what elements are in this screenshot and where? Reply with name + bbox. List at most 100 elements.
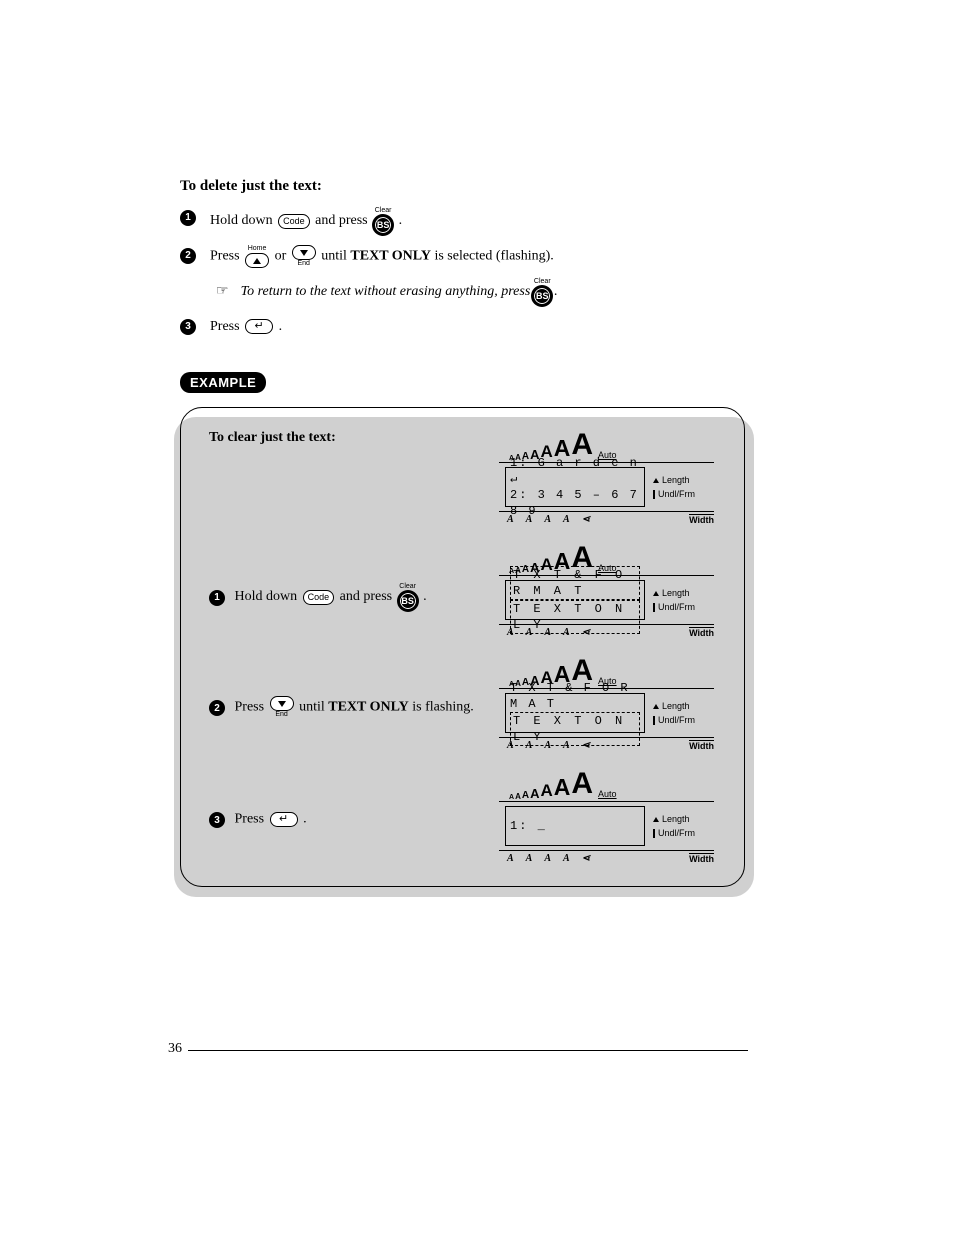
lcd-side-labels: LengthUndl/Frm <box>653 689 695 737</box>
text-bold: TEXT ONLY <box>350 249 431 264</box>
example-step-3: 3 Press ↵ . <box>209 769 489 828</box>
example-title: To clear just the text: <box>209 430 489 446</box>
key-bs-clear-e: Clear BS <box>396 583 420 611</box>
lcd-1: AAAAAAAAuto1: G a r d e n ↵2: 3 4 5 – 6 … <box>489 430 724 525</box>
key-enter: ↵ <box>245 319 273 334</box>
width-label: Width <box>689 627 714 638</box>
key-code: Code <box>278 214 310 229</box>
bullet-3: 3 <box>180 319 196 335</box>
example-badge: EXAMPLE <box>180 372 266 393</box>
text: is selected (flashing). <box>434 249 553 264</box>
text: Press <box>210 319 243 334</box>
text: Hold down <box>210 213 276 228</box>
text-bold: TEXT ONLY <box>328 700 409 715</box>
key-enter: ↵ <box>270 812 298 827</box>
size-indicator: A <box>509 794 514 801</box>
style-icon: ⋖ <box>582 853 590 864</box>
text: . <box>279 319 283 334</box>
section-heading: To delete just the text: <box>180 178 760 195</box>
step-3-body: Press ↵ . <box>210 316 282 338</box>
size-indicator: A <box>554 774 571 801</box>
width-label: Width <box>689 740 714 751</box>
pointer-icon: ☞ <box>216 281 229 303</box>
key-bs: BS <box>398 591 418 611</box>
lcd-screen: T X T & F O R M A TT E X T O N L Y <box>505 580 645 620</box>
lcd-4: AAAAAAAAuto1: _LengthUndl/FrmAAAA⋖Width <box>489 769 724 864</box>
clear-label: Clear <box>399 583 416 590</box>
text: Press <box>235 812 268 827</box>
key-down <box>270 696 294 711</box>
style-icon: A <box>526 853 533 864</box>
text: Press <box>235 700 268 715</box>
size-indicator: A <box>571 767 593 801</box>
bullet-e1: 1 <box>209 590 225 606</box>
text: until <box>321 249 350 264</box>
example-step-2: 2 Press End until TEXT ONLY is flashing. <box>209 656 489 719</box>
width-label: Width <box>689 514 714 525</box>
style-icon: A <box>507 853 514 864</box>
key-down <box>292 245 316 260</box>
end-label: End <box>298 260 310 267</box>
step-1: 1 Hold down Code and press Clear BS . <box>180 207 760 235</box>
lcd-screen: 1: G a r d e n ↵2: 3 4 5 – 6 7 8 9 <box>505 467 645 507</box>
key-bs: BS <box>373 215 393 235</box>
lcd-display: AAAAAAAAutoT X T & F O R M A TT E X T O … <box>499 656 714 751</box>
text: . <box>399 213 403 228</box>
example-row-1: 1 Hold down Code and press Clear BS . AA… <box>209 543 724 638</box>
key-bs-clear: Clear BS <box>371 207 395 235</box>
text: Press <box>210 249 243 264</box>
size-indicator: A <box>540 781 552 801</box>
example-row-title: To clear just the text: AAAAAAAAuto1: G … <box>209 430 724 525</box>
size-indicator: A <box>522 790 529 801</box>
clear-label: Clear <box>375 207 392 214</box>
example-step-1: 1 Hold down Code and press Clear BS . <box>209 543 489 611</box>
page-content: To delete just the text: 1 Hold down Cod… <box>180 178 760 887</box>
example-row-2: 2 Press End until TEXT ONLY is flashing.… <box>209 656 724 751</box>
page-footer: 36 <box>168 1050 748 1067</box>
lcd-2: AAAAAAAAutoT X T & F O R M A TT E X T O … <box>489 543 724 638</box>
page-number: 36 <box>168 1041 188 1056</box>
style-icon: A <box>544 853 551 864</box>
text: To return to the text without erasing an… <box>241 284 531 299</box>
clear-label: Clear <box>534 278 551 285</box>
lcd-3: AAAAAAAAutoT X T & F O R M A TT E X T O … <box>489 656 724 751</box>
text: . <box>303 812 307 827</box>
bullet-e2: 2 <box>209 700 225 716</box>
key-down-end: End <box>290 245 318 268</box>
key-up-home: Home <box>243 245 271 268</box>
lcd-side-labels: LengthUndl/Frm <box>653 463 695 511</box>
step-2: 2 Press Home or End until TEXT ONLY is s… <box>180 245 760 268</box>
bullet-2: 2 <box>180 248 196 264</box>
text: . <box>423 589 427 604</box>
end-label: End <box>275 711 287 718</box>
key-up <box>245 253 269 268</box>
text: and press <box>315 213 371 228</box>
lcd-screen: 1: _ <box>505 806 645 846</box>
example-row-3: 3 Press ↵ . AAAAAAAAuto1: _LengthUndl/Fr… <box>209 769 724 864</box>
note-row: ☞ To return to the text without erasing … <box>216 278 760 306</box>
lcd-side-labels: LengthUndl/Frm <box>653 576 695 624</box>
lcd-display: AAAAAAAAutoT X T & F O R M A TT E X T O … <box>499 543 714 638</box>
key-code: Code <box>303 590 335 605</box>
step-2-body: Press Home or End until TEXT ONLY is sel… <box>210 245 554 268</box>
step-1-body: Hold down Code and press Clear BS . <box>210 207 402 235</box>
text: and press <box>340 589 396 604</box>
lcd-bottom: AAAA⋖Width <box>499 850 714 864</box>
text: . <box>554 281 558 303</box>
home-label: Home <box>248 245 267 252</box>
key-down-end-e: End <box>268 696 296 719</box>
width-label: Width <box>689 853 714 864</box>
size-indicator: A <box>515 792 521 801</box>
key-bs-clear-2: Clear BS <box>530 278 554 306</box>
lcd-screen: T X T & F O R M A TT E X T O N L Y <box>505 693 645 733</box>
bullet-e3: 3 <box>209 812 225 828</box>
lcd-side-labels: LengthUndl/Frm <box>653 802 695 850</box>
auto-label: Auto <box>598 789 617 799</box>
text: is flashing. <box>412 700 473 715</box>
note-text: To return to the text without erasing an… <box>241 281 531 303</box>
lcd-display: AAAAAAAAuto1: _LengthUndl/FrmAAAA⋖Width <box>499 769 714 864</box>
key-bs: BS <box>532 286 552 306</box>
style-icon: A <box>563 853 570 864</box>
text: Hold down <box>235 589 301 604</box>
size-indicator: A <box>530 786 539 801</box>
